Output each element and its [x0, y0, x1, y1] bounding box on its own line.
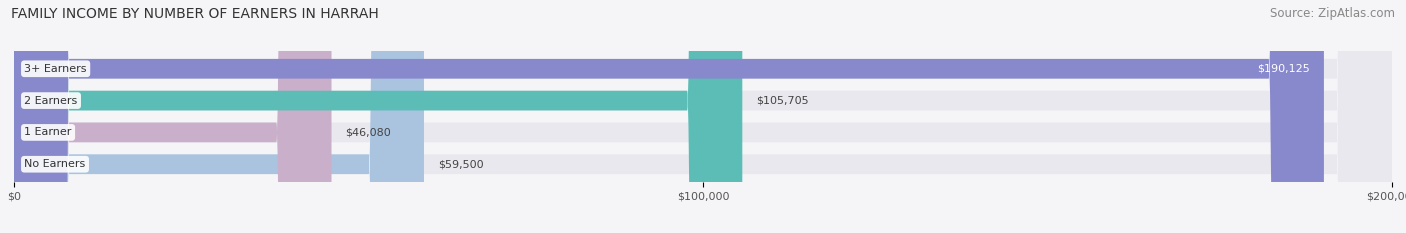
- Text: No Earners: No Earners: [24, 159, 86, 169]
- Text: Source: ZipAtlas.com: Source: ZipAtlas.com: [1270, 7, 1395, 20]
- FancyBboxPatch shape: [14, 0, 1392, 233]
- Text: 2 Earners: 2 Earners: [24, 96, 77, 106]
- Text: FAMILY INCOME BY NUMBER OF EARNERS IN HARRAH: FAMILY INCOME BY NUMBER OF EARNERS IN HA…: [11, 7, 380, 21]
- Text: $105,705: $105,705: [756, 96, 808, 106]
- FancyBboxPatch shape: [14, 0, 1324, 233]
- FancyBboxPatch shape: [14, 0, 1392, 233]
- FancyBboxPatch shape: [14, 0, 1392, 233]
- Text: 1 Earner: 1 Earner: [24, 127, 72, 137]
- FancyBboxPatch shape: [14, 0, 742, 233]
- Text: $190,125: $190,125: [1257, 64, 1310, 74]
- Text: 3+ Earners: 3+ Earners: [24, 64, 87, 74]
- FancyBboxPatch shape: [14, 0, 425, 233]
- FancyBboxPatch shape: [14, 0, 332, 233]
- Text: $59,500: $59,500: [437, 159, 484, 169]
- FancyBboxPatch shape: [14, 0, 1392, 233]
- Text: $46,080: $46,080: [346, 127, 391, 137]
